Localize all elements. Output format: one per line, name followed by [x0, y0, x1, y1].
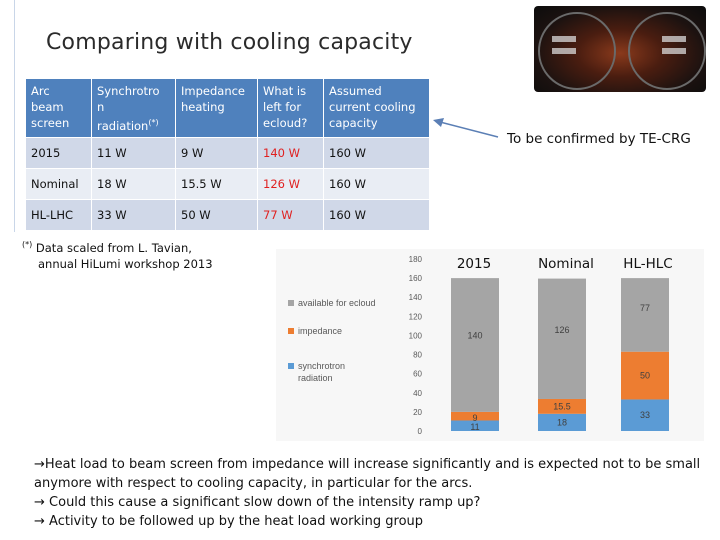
arrow-icon: → [34, 495, 45, 510]
arrow-icon: → [34, 457, 45, 472]
footnote-mark: (*) [22, 240, 33, 249]
table-row: 2015 11 W 9 W 140 W 160 W [26, 136, 430, 168]
table-cell: 160 W [324, 167, 430, 199]
bar-impedance-nominal [538, 398, 586, 414]
legend-swatch-impedance [288, 328, 294, 334]
legend-label: synchrotron [298, 361, 345, 371]
footnote: (*) Data scaled from L. Tavian, annual H… [22, 237, 213, 272]
legend-label: impedance [298, 326, 342, 336]
data-label: 140 [467, 330, 482, 340]
y-tick-label: 180 [409, 255, 423, 264]
footnote-line-2: annual HiLumi workshop 2013 [38, 256, 213, 271]
y-tick-label: 120 [409, 312, 423, 321]
header-arc-beam-screen: Arc beam screen [26, 79, 92, 137]
table-cell: HL-LHC [26, 198, 92, 230]
bullet-1: →Heat load to beam screen from impedance… [34, 457, 701, 472]
table-row: Nominal 18 W 15.5 W 126 W 160 W [26, 167, 430, 199]
bullet-3: → Activity to be followed up by the heat… [34, 514, 424, 529]
table-cell: 160 W [324, 136, 430, 168]
bar-impedance-hl-hlc [621, 351, 669, 400]
cooling-capacity-table: Arc beam screen Synchrotro n radiation(*) Im… [26, 79, 430, 230]
legend-label: available for ecloud [298, 298, 376, 308]
heat-load-chart: 0 20 40 60 80 100 120 140 160 180 11 9 140 18 15.5 126 3… [276, 249, 704, 441]
category-label-2015: 2015 [456, 256, 492, 272]
y-tick-label: 80 [413, 351, 422, 360]
footnote-line-1: Data scaled from L. Tavian, [32, 240, 192, 255]
table-cell: 33 W [92, 198, 176, 230]
table-cell-ecloud: 126 W [258, 167, 324, 199]
bar-synchrotron-radiation-2015 [451, 420, 499, 431]
data-label: 15.5 [553, 401, 571, 411]
data-label: 33 [640, 410, 650, 420]
table-row: HL-LHC 33 W 50 W 77 W 160 W [26, 198, 430, 230]
table-cell-ecloud: 77 W [258, 198, 324, 230]
left-accent-line [14, 0, 15, 232]
category-label-hl-hlc: HL-HLC [623, 256, 673, 272]
data-label: 9 [472, 413, 477, 423]
y-tick-label: 20 [413, 408, 422, 417]
bullet-2: → Could this cause a significant slow do… [34, 495, 481, 510]
table-cell: 9 W [176, 136, 258, 168]
arrow-icon: → [34, 514, 45, 529]
y-tick-label: 0 [418, 427, 423, 436]
bar-synchrotron-radiation-hl-hlc [621, 399, 669, 431]
conclusions: →Heat load to beam screen from impedance… [34, 455, 714, 531]
data-label: 11 [470, 422, 479, 432]
data-label: 50 [640, 371, 650, 381]
data-label: 126 [554, 325, 569, 335]
table-cell: 2015 [26, 136, 92, 168]
bar-available-for-ecloud-nominal [538, 278, 586, 399]
y-tick-label: 100 [409, 331, 423, 340]
chart-svg: 0 20 40 60 80 100 120 140 160 180 119 140 18 15.5 126 3… [288, 255, 669, 436]
legend-label: radiation [298, 373, 333, 383]
confirmation-note: To be confirmed by TE-CRG [507, 131, 691, 147]
data-label: 77 [640, 303, 650, 313]
header-synchrotron-radiation: Synchrotro n radiation(*) [92, 79, 176, 137]
header-impedance-heating: Impedance heating [176, 79, 258, 137]
data-label: 18 [557, 417, 567, 427]
header-left-for-ecloud: What is left for ecloud? [258, 79, 324, 137]
bullet-1-continued: anymore with respect to cooling capacity… [34, 476, 473, 491]
bar-available-for-ecloud-2015 [451, 278, 499, 412]
y-tick-label: 160 [409, 274, 423, 283]
beam-screen-photo [534, 6, 706, 92]
slide-title: Comparing with cooling capacity [46, 30, 413, 55]
table-header-row: Arc beam screen Synchrotro n radiation(*) Im… [26, 79, 430, 137]
legend-swatch-available-for-ecloud [288, 300, 294, 306]
bar-impedance-2015 [451, 411, 499, 421]
table-cell: 11 W [92, 136, 176, 168]
y-tick-label: 40 [413, 389, 422, 398]
bar-synchrotron-radiation-nominal [538, 413, 586, 431]
table-cell: 160 W [324, 198, 430, 230]
table-cell: 18 W [92, 167, 176, 199]
legend-swatch-synchrotron-radiation [288, 363, 294, 369]
category-label-nominal: Nominal [538, 256, 594, 272]
table-cell: Nominal [26, 167, 92, 199]
header-cooling-capacity: Assumed current cooling capacity [324, 79, 430, 137]
table-cell-ecloud: 140 W [258, 136, 324, 168]
table-cell: 15.5 W [176, 167, 258, 199]
y-tick-label: 140 [409, 293, 423, 302]
table-cell: 50 W [176, 198, 258, 230]
y-tick-label: 60 [413, 370, 422, 379]
bar-available-for-ecloud-hl-hlc [621, 278, 669, 352]
